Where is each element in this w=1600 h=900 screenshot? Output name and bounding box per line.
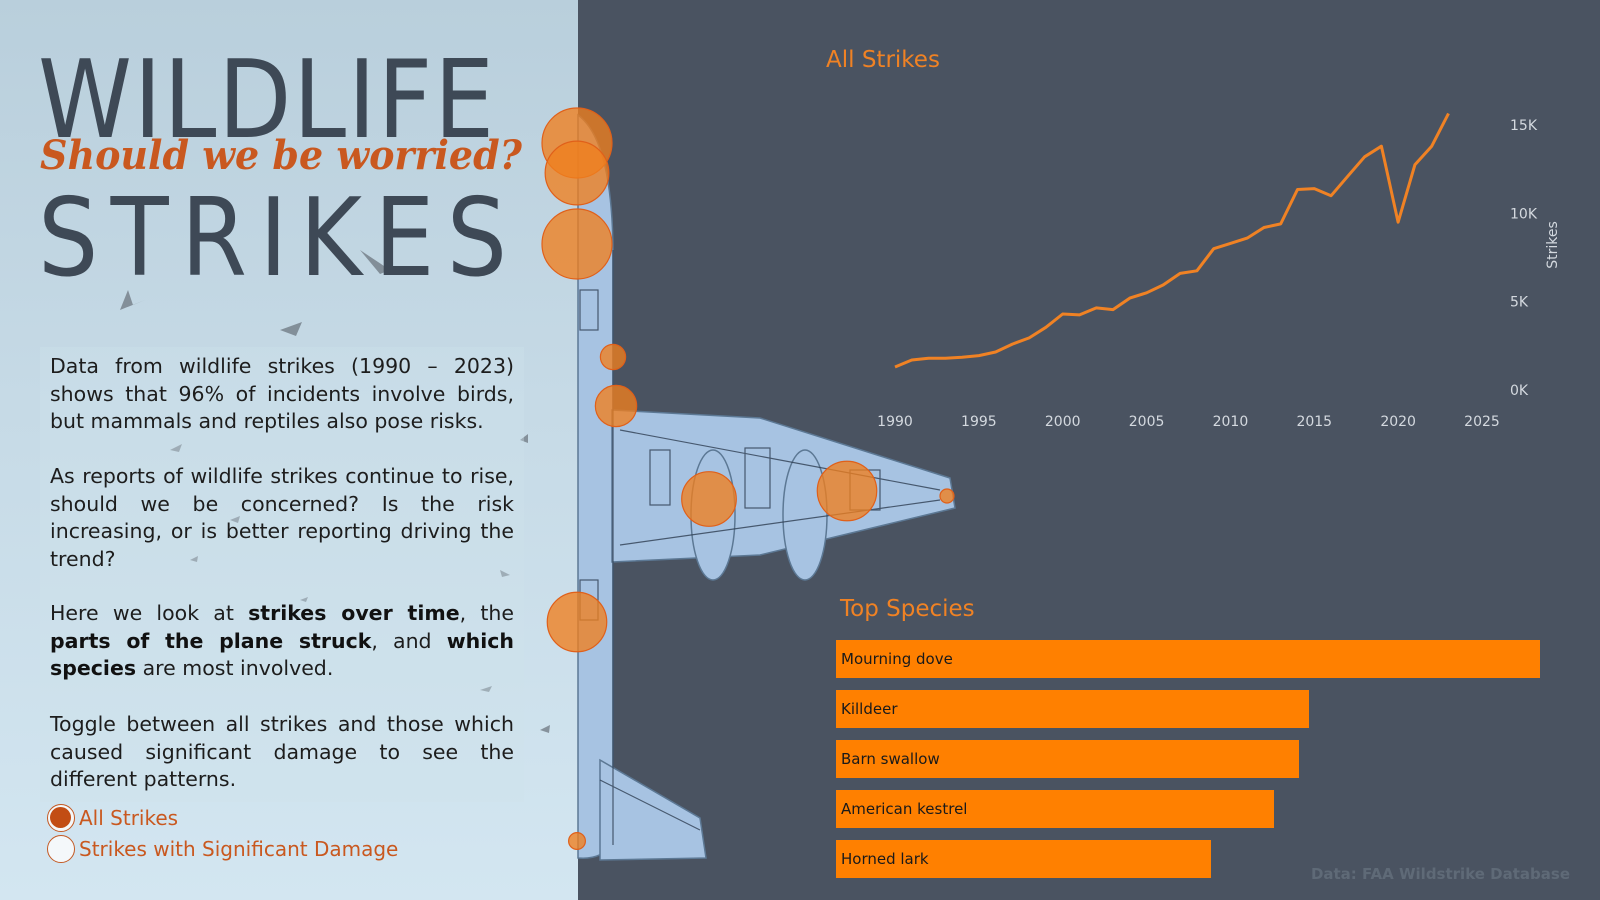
impact-circle-engine-outer[interactable] <box>816 460 878 522</box>
title-strikes: STRIKES <box>38 176 520 301</box>
subtitle: Should we be worried? <box>40 132 522 179</box>
intro-paragraph-2: As reports of wildlife strikes continue … <box>50 464 514 571</box>
impact-circle-wing-tip[interactable] <box>939 488 955 504</box>
impact-circle-windshield[interactable] <box>541 208 613 280</box>
bar-chart-title: Top Species <box>840 596 975 622</box>
para3-text-3: , and <box>371 628 447 653</box>
para3-text-2: , the <box>459 601 514 625</box>
toggle-all-strikes-label: All Strikes <box>79 806 179 830</box>
para3-bold-3: which species <box>50 628 514 681</box>
impact-circle-wing-root[interactable] <box>594 384 638 428</box>
para3-text-4: are most involved. <box>136 656 334 680</box>
para3-bold-1: strikes over time <box>248 601 460 625</box>
radio-significant-damage-icon[interactable] <box>47 835 75 863</box>
toggle-significant-damage[interactable]: Strikes with Significant Damage <box>47 835 398 863</box>
impact-circle-tail[interactable] <box>567 831 586 850</box>
para3-bold-2: parts of the plane struck <box>50 628 372 653</box>
intro-paragraph-3: Here we look at strikes over time, the p… <box>50 600 514 683</box>
plane-outline <box>577 113 956 861</box>
impact-circle-fuselage-lower[interactable] <box>546 591 608 653</box>
impact-circle-nose[interactable] <box>544 140 610 206</box>
impact-circles <box>541 107 955 850</box>
intro-text-box <box>40 347 524 802</box>
radio-all-strikes-icon[interactable] <box>47 804 75 832</box>
data-source: Data: FAA Wildstrike Database <box>1310 865 1570 883</box>
title-wildlife: WILDLIFE <box>38 38 496 163</box>
para3-text-1: Here we look at <box>50 601 249 625</box>
toggle-significant-damage-label: Strikes with Significant Damage <box>79 837 399 861</box>
toggle-all-strikes[interactable]: All Strikes <box>47 804 178 832</box>
impact-circle-engine-inner[interactable] <box>681 471 737 527</box>
line-chart-title: All Strikes <box>826 47 940 73</box>
intro-paragraph-4: Toggle between all strikes and those whi… <box>50 712 514 791</box>
bird-silhouettes <box>120 250 550 733</box>
intro-paragraph-1: Data from wildlife strikes (1990 – 2023)… <box>50 354 514 433</box>
impact-circle-fuselage-upper[interactable] <box>599 343 627 371</box>
intro-panel <box>0 0 578 900</box>
